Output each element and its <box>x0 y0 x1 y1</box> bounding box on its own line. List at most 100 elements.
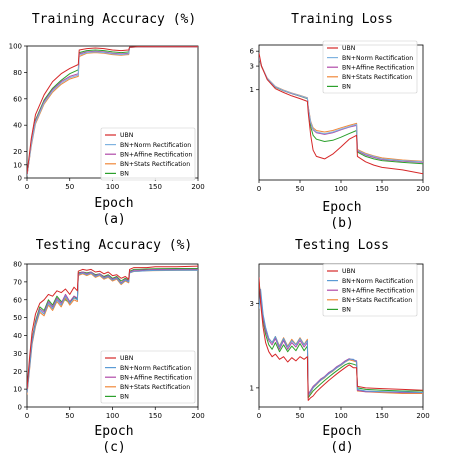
y-tick-label: 20 <box>13 368 22 376</box>
legend-label: BN+Stats Rectification <box>120 384 190 391</box>
y-tick-label: 3 <box>250 300 254 308</box>
legend-label: BN+Affine Rectification <box>342 287 414 294</box>
y-tick-label: 0 <box>18 404 22 412</box>
panel-training-accuracy: Training Accuracy (%) 0 50 100 150 200 0 10 20 4… <box>0 0 228 237</box>
legend-label: BN+Norm Rectification <box>342 278 413 285</box>
legend-label: BN+Affine Rectification <box>120 151 192 158</box>
legend-label: UBN <box>342 45 356 52</box>
legend-box <box>322 40 418 94</box>
series-line <box>259 277 423 401</box>
legend-label: BN+Affine Rectification <box>342 64 414 71</box>
chart-title: Testing Accuracy (%) <box>35 238 193 253</box>
x-axis-label: Epoch <box>94 424 134 439</box>
series-group <box>259 277 423 401</box>
chart-title: Testing Loss <box>295 238 389 253</box>
x-tick-label: 200 <box>416 185 429 193</box>
series-line <box>27 269 198 393</box>
plot-area: 0 50 100 150 200 1 3 6 UBN BN+Norm Rectification B… <box>250 40 430 193</box>
y-tick-label: 70 <box>13 278 22 286</box>
legend-label: UBN <box>342 268 356 275</box>
x-tick-label: 200 <box>416 412 429 420</box>
legend-label: BN <box>120 394 129 401</box>
panel-testing-loss: Testing Loss 0 50 100 150 200 1 3 UBN BN+Norm Re… <box>228 237 456 474</box>
y-tick-label: 50 <box>13 314 22 322</box>
x-axis-label: Epoch <box>94 196 134 211</box>
x-axis-label: Epoch <box>322 424 362 439</box>
legend-label: BN <box>120 171 129 178</box>
x-tick-label: 50 <box>296 185 305 193</box>
legend: UBN BN+Norm Rectification BN+Affine Rectif… <box>100 350 196 404</box>
panel-label: (c) <box>102 440 126 455</box>
x-tick-label: 150 <box>375 412 388 420</box>
series-group <box>27 265 198 395</box>
legend: UBN BN+Norm Rectification BN+Affine Rectif… <box>322 40 418 94</box>
legend-label: BN+Stats Rectification <box>120 161 190 168</box>
legend-label: BN <box>342 307 351 314</box>
x-tick-label: 200 <box>191 183 204 191</box>
panel-label: (d) <box>330 440 354 455</box>
x-tick-label: 200 <box>191 412 204 420</box>
x-tick-label: 0 <box>25 412 29 420</box>
legend-label: BN+Affine Rectification <box>120 374 192 381</box>
y-tick-label: 1 <box>250 384 254 392</box>
plot-area: 0 50 100 150 200 0 10 20 30 40 50 60 70 80 UBN BN+Norm … <box>13 261 205 421</box>
x-tick-label: 50 <box>65 412 74 420</box>
series-line <box>259 281 423 399</box>
x-tick-label: 100 <box>106 412 119 420</box>
y-tick-label: 10 <box>13 386 22 394</box>
x-tick-label: 100 <box>334 412 347 420</box>
y-tick-label: 60 <box>13 296 22 304</box>
y-tick-label: 40 <box>13 122 22 130</box>
plot-area: 0 50 100 150 200 1 3 UBN BN+Norm Rectification BN… <box>250 263 430 420</box>
y-tick-label: 20 <box>13 148 22 156</box>
y-tick-label: 6 <box>250 48 255 56</box>
x-tick-label: 100 <box>334 185 347 193</box>
legend-label: BN+Norm Rectification <box>120 142 191 149</box>
y-tick-label: 80 <box>13 261 22 269</box>
x-tick-label: 100 <box>106 183 119 191</box>
x-tick-label: 0 <box>257 412 261 420</box>
y-tick-label: 30 <box>13 350 22 358</box>
y-tick-label: 100 <box>9 43 22 51</box>
series-line <box>27 46 198 175</box>
series-line <box>27 268 198 393</box>
legend-box <box>322 263 418 317</box>
y-tick-label: 3 <box>250 63 254 71</box>
series-group <box>259 53 423 175</box>
x-tick-label: 0 <box>25 183 29 191</box>
x-axis-label: Epoch <box>322 200 362 215</box>
legend: UBN BN+Norm Rectification BN+Affine Rectif… <box>322 263 418 317</box>
x-tick-label: 0 <box>257 185 261 193</box>
x-tick-label: 150 <box>149 412 162 420</box>
x-tick-label: 150 <box>149 183 162 191</box>
legend-label: BN <box>342 84 351 91</box>
y-tick-label: 80 <box>13 69 22 77</box>
panel-testing-accuracy: Testing Accuracy (%) 0 50 100 150 200 0 10 20 30… <box>0 237 228 474</box>
legend-label: BN+Norm Rectification <box>120 365 191 372</box>
y-tick-label: 1 <box>250 86 254 94</box>
panel-label: (b) <box>330 216 354 231</box>
legend: UBN BN+Norm Rectification BN+Affine Rectif… <box>100 127 196 181</box>
legend-label: UBN <box>120 355 134 362</box>
panel-label: (a) <box>102 212 126 227</box>
legend-label: BN+Stats Rectification <box>342 297 412 304</box>
x-tick-label: 50 <box>296 412 305 420</box>
series-group <box>27 46 198 176</box>
y-tick-label: 0 <box>18 175 22 183</box>
series-line <box>27 265 198 390</box>
x-tick-label: 150 <box>375 185 388 193</box>
y-tick-label: 60 <box>13 95 22 103</box>
series-line <box>259 288 423 397</box>
legend-label: UBN <box>120 132 134 139</box>
legend-label: BN+Stats Rectification <box>342 74 412 81</box>
panel-training-loss: Training Loss 0 50 100 150 200 1 3 6 UBN BN+Norm … <box>228 0 456 237</box>
x-tick-label: 50 <box>65 183 74 191</box>
chart-title: Training Loss <box>291 12 393 27</box>
chart-title: Training Accuracy (%) <box>31 12 197 27</box>
series-line <box>259 53 423 175</box>
y-tick-label: 40 <box>13 332 22 340</box>
legend-label: BN+Norm Rectification <box>342 55 413 62</box>
series-line <box>259 57 423 163</box>
y-tick-label: 10 <box>13 161 22 169</box>
